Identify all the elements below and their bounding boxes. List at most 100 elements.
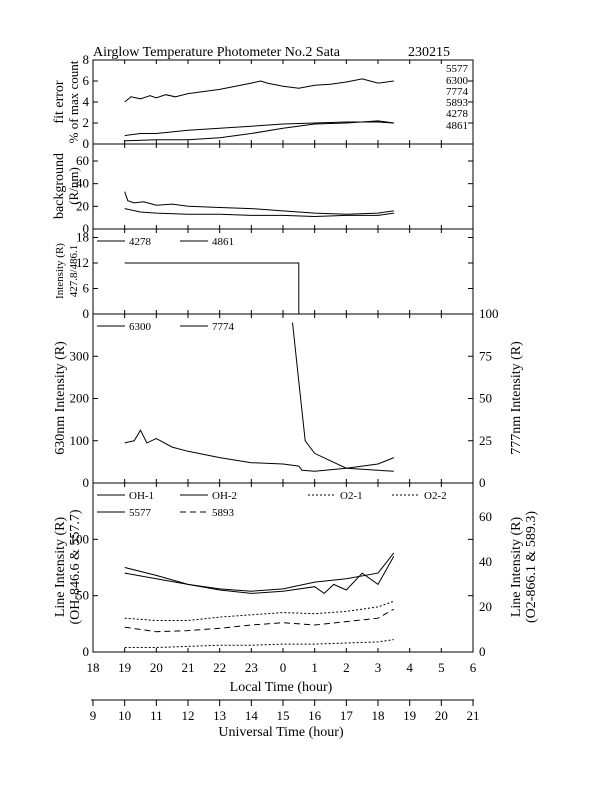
chart-title: Airglow Temperature Photometer No.2 Sata <box>93 45 341 60</box>
local-time-tick-label: 4 <box>406 660 413 675</box>
series-line-7774 <box>292 322 394 472</box>
y-tick-label: 0 <box>83 475 90 490</box>
line-intensity-ylabel-1: Line Intensity (R) <box>53 517 68 618</box>
y-tick-label-right: 20 <box>479 599 492 614</box>
fit-error-ylabel-1: fit error <box>52 80 67 123</box>
ticks-layer: 18 9 19 10 20 11 21 12 22 13 23 14 0 15 1 16 2 17 3 18 4 19 5 2… <box>70 52 499 723</box>
universal-time-tick-label: 19 <box>403 708 416 723</box>
y-tick-label: 60 <box>76 153 89 168</box>
fit-error-series-label: 4278 <box>446 108 469 120</box>
legend-4861-label: 4861 <box>212 236 234 248</box>
intensity-630-ylabel: 630nm Intensity (R) <box>53 341 68 455</box>
local-time-xlabel: Local Time (hour) <box>230 680 333 695</box>
y-tick-label: 4 <box>83 94 90 109</box>
y-tick-label: 300 <box>70 348 90 363</box>
local-time-tick-label: 2 <box>343 660 350 675</box>
y-tick-label-right: 25 <box>479 433 492 448</box>
universal-time-tick-label: 20 <box>435 708 448 723</box>
y-tick-label: 8 <box>83 52 90 67</box>
local-time-tick-label: 19 <box>118 660 131 675</box>
universal-time-tick-label: 21 <box>467 708 480 723</box>
y-tick-label: 0 <box>83 644 90 659</box>
local-time-tick-label: 18 <box>87 660 100 675</box>
series-line-p0-s1 <box>124 121 394 137</box>
background-ylabel-1: background <box>52 153 67 219</box>
legend-o2-2-label: O2-2 <box>424 490 447 502</box>
y-tick-label-right: 60 <box>479 509 492 524</box>
y-tick-label: 0 <box>83 136 90 151</box>
series-line-5577 <box>124 555 395 595</box>
universal-time-tick-label: 11 <box>150 708 163 723</box>
universal-time-tick-label: 9 <box>90 708 97 723</box>
y-tick-label-right: 0 <box>479 475 486 490</box>
y-tick-label: 0 <box>83 221 90 236</box>
universal-time-tick-label: 17 <box>340 708 354 723</box>
universal-time-tick-label: 14 <box>245 708 259 723</box>
y-tick-label: 18 <box>76 230 89 245</box>
fit-error-series-label: 5893 <box>446 97 469 109</box>
local-time-tick-label: 1 <box>311 660 318 675</box>
universal-time-tick-label: 13 <box>213 708 226 723</box>
series-line-4278 <box>124 262 394 315</box>
legend-5577-label: 5577 <box>129 507 152 519</box>
fit-error-series-label: 5577 <box>446 63 469 75</box>
background-ylabel-2: (R/nm) <box>66 167 81 205</box>
line-intensity-ylabel-right-1: Line Intensity (R) <box>509 517 524 618</box>
fit-error-ylabel-2: % of max count <box>66 60 81 143</box>
panel-fit-error-frame <box>92 59 474 145</box>
y-tick-label-right: 50 <box>479 391 492 406</box>
y-tick-label: 12 <box>76 255 89 270</box>
y-tick-label-right: 100 <box>479 306 499 321</box>
series-line-p1-s1 <box>124 208 394 218</box>
intensity-4278-ylabel-2: 427.8/486.1 <box>68 245 80 298</box>
fit-error-series-label: 6300 <box>446 75 469 87</box>
universal-time-tick-label: 15 <box>277 708 290 723</box>
universal-time-tick-label: 10 <box>118 708 131 723</box>
y-tick-label-right: 75 <box>479 348 492 363</box>
chart-date: 230215 <box>408 45 450 60</box>
intensity-630-ylabel-right: 777nm Intensity (R) <box>509 341 524 455</box>
legend-6300-label: 6300 <box>129 321 152 333</box>
local-time-tick-label: 22 <box>213 660 226 675</box>
panel-intensity-630-frame <box>92 313 474 484</box>
line-intensity-ylabel-right-2: (O2-866.1 & 589.3) <box>524 511 539 623</box>
y-tick-label: 6 <box>83 281 90 296</box>
y-tick-label: 6 <box>83 73 90 88</box>
panel-background-frame <box>92 143 474 230</box>
y-tick-label: 40 <box>76 176 89 191</box>
local-time-tick-label: 5 <box>438 660 445 675</box>
fit-error-series-label: 7774 <box>446 86 469 98</box>
universal-time-tick-label: 12 <box>182 708 195 723</box>
legend-5893-label: 5893 <box>212 507 235 519</box>
local-time-tick-label: 23 <box>245 660 258 675</box>
y-tick-label: 0 <box>83 306 90 321</box>
series-line-p0-s2 <box>124 120 394 142</box>
y-tick-label-right: 0 <box>479 644 486 659</box>
y-tick-label-right: 40 <box>479 554 492 569</box>
intensity-4278-ylabel-1: Intensity (R) <box>54 243 66 299</box>
line-intensity-ylabel-2: (OH-846.6 & 557.7) <box>68 509 83 624</box>
local-time-tick-label: 20 <box>150 660 163 675</box>
legend-7774-label: 7774 <box>212 321 235 333</box>
local-time-tick-label: 21 <box>182 660 195 675</box>
legend-oh-2-label: OH-2 <box>212 490 237 502</box>
series-line-p1-s0 <box>124 191 394 215</box>
series-line-5893 <box>124 608 395 633</box>
legend-4278-label: 4278 <box>129 236 152 248</box>
y-tick-label: 100 <box>70 531 90 546</box>
series-line-o2-2 <box>124 639 394 648</box>
series-line-o2-1 <box>124 600 394 621</box>
universal-time-tick-label: 16 <box>308 708 322 723</box>
y-tick-label: 200 <box>70 391 90 406</box>
legend-o2-1-label: O2-1 <box>340 490 363 502</box>
universal-time-tick-label: 18 <box>372 708 385 723</box>
universal-time-xlabel: Universal Time (hour) <box>218 725 344 740</box>
y-tick-label: 20 <box>76 198 89 213</box>
fit-error-series-label: 4861 <box>446 120 468 132</box>
legend-oh-1-label: OH-1 <box>129 490 154 502</box>
local-time-tick-label: 6 <box>470 660 477 675</box>
y-tick-label: 100 <box>70 433 90 448</box>
local-time-tick-label: 3 <box>375 660 382 675</box>
